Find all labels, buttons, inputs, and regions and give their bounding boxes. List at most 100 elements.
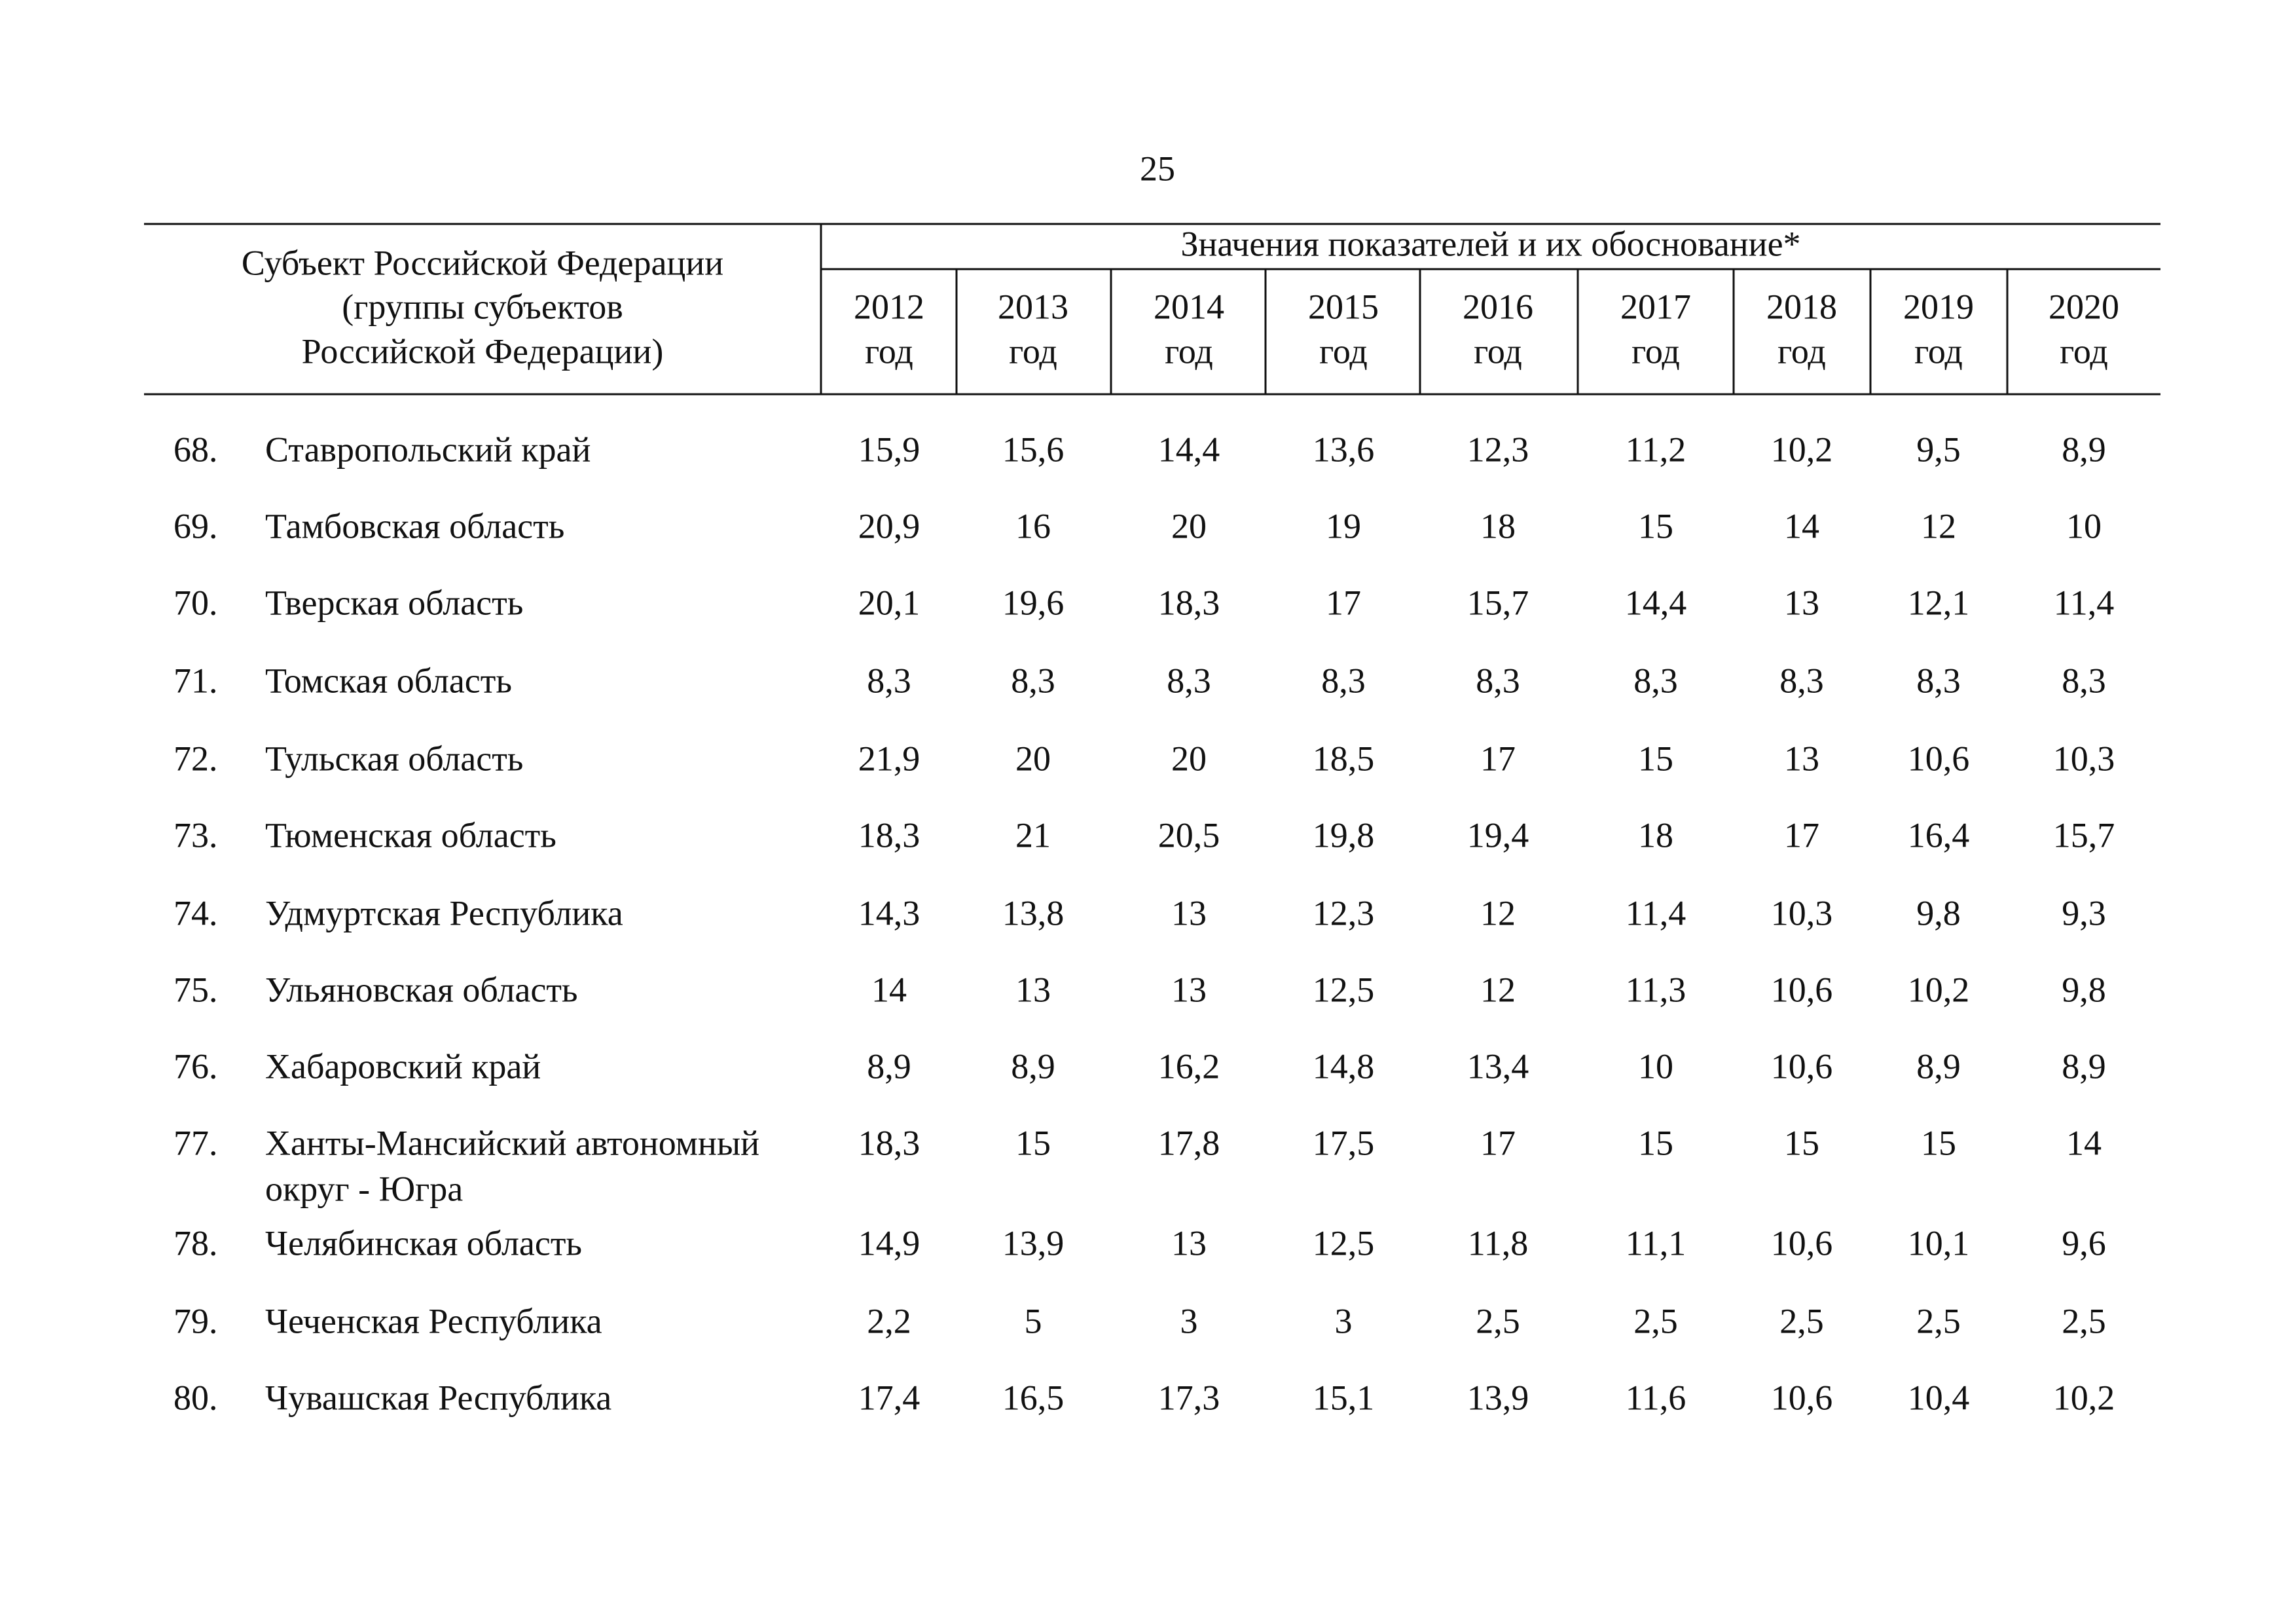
row-name: Чеченская Республика <box>265 1301 602 1340</box>
cell-value: 9,8 <box>2062 970 2106 1009</box>
cell-value: 11,1 <box>1626 1223 1686 1263</box>
cell-value: 15 <box>1638 506 1673 545</box>
cell-value: 17,3 <box>1158 1378 1220 1417</box>
cell-value: 12,3 <box>1313 893 1375 932</box>
cell-value: 2,5 <box>1476 1301 1520 1340</box>
cell-value: 18,5 <box>1313 739 1375 778</box>
row-number: 79. <box>173 1301 218 1340</box>
cell-value: 21,9 <box>858 739 920 778</box>
cell-value: 8,3 <box>1916 661 1961 700</box>
row-number: 80. <box>173 1378 218 1417</box>
year-unit: год <box>2060 331 2108 371</box>
cell-value: 20 <box>1015 739 1051 778</box>
cell-value: 8,3 <box>1167 661 1211 700</box>
year-header: 2017 <box>1620 287 1691 326</box>
row-number: 77. <box>173 1123 218 1162</box>
cell-value: 19 <box>1326 506 1361 545</box>
cell-value: 14 <box>1784 506 1819 545</box>
year-header: 2019 <box>1903 287 1974 326</box>
row-number: 73. <box>173 815 218 855</box>
year-header: 2018 <box>1766 287 1837 326</box>
row-name: Тверская область <box>265 583 523 622</box>
cell-value: 8,3 <box>1779 661 1824 700</box>
cell-value: 12 <box>1480 970 1516 1009</box>
cell-value: 12,1 <box>1908 583 1970 622</box>
cell-value: 19,4 <box>1467 815 1529 855</box>
cell-value: 5 <box>1025 1301 1042 1340</box>
cell-value: 14,9 <box>858 1223 920 1263</box>
cell-value: 14,8 <box>1313 1046 1375 1086</box>
row-name: Тамбовская область <box>265 506 564 545</box>
cell-value: 13 <box>1015 970 1051 1009</box>
row-name: Удмуртская Республика <box>265 893 623 932</box>
row-name: округ - Югра <box>265 1169 463 1208</box>
cell-value: 11,3 <box>1626 970 1686 1009</box>
cell-value: 10,2 <box>2053 1378 2115 1417</box>
cell-value: 9,3 <box>2062 893 2106 932</box>
cell-value: 8,9 <box>1011 1046 1055 1086</box>
cell-value: 13,6 <box>1313 430 1375 469</box>
cell-value: 2,2 <box>867 1301 911 1340</box>
cell-value: 16,2 <box>1158 1046 1220 1086</box>
cell-value: 14,4 <box>1625 583 1687 622</box>
values-header: Значения показателей и их обоснование* <box>1180 224 1800 263</box>
cell-value: 15 <box>1638 739 1673 778</box>
cell-value: 15 <box>1921 1123 1956 1162</box>
year-header: 2013 <box>998 287 1068 326</box>
cell-value: 15 <box>1015 1123 1051 1162</box>
cell-value: 17 <box>1326 583 1361 622</box>
cell-value: 15 <box>1638 1123 1673 1162</box>
cell-value: 10,4 <box>1908 1378 1970 1417</box>
page-number: 25 <box>1140 149 1175 188</box>
cell-value: 13 <box>1171 1223 1207 1263</box>
cell-value: 11,4 <box>2054 583 2115 622</box>
cell-value: 16,4 <box>1908 815 1970 855</box>
row-number: 72. <box>173 739 218 778</box>
cell-value: 8,3 <box>1633 661 1678 700</box>
year-unit: год <box>1319 331 1368 371</box>
cell-value: 13 <box>1171 893 1207 932</box>
cell-value: 17,5 <box>1313 1123 1375 1162</box>
cell-value: 8,3 <box>2062 661 2106 700</box>
row-name: Ульяновская область <box>265 970 578 1009</box>
subject-header: Российской Федерации) <box>302 331 664 371</box>
year-header: 2015 <box>1308 287 1379 326</box>
cell-value: 3 <box>1335 1301 1353 1340</box>
row-name: Тульская область <box>265 739 523 778</box>
row-number: 69. <box>173 506 218 545</box>
cell-value: 15,7 <box>2053 815 2115 855</box>
cell-value: 8,9 <box>1916 1046 1961 1086</box>
row-number: 74. <box>173 893 218 932</box>
cell-value: 12,5 <box>1313 970 1375 1009</box>
cell-value: 17 <box>1480 1123 1516 1162</box>
cell-value: 14,4 <box>1158 430 1220 469</box>
cell-value: 10,6 <box>1771 970 1833 1009</box>
cell-value: 18,3 <box>858 815 920 855</box>
cell-value: 13 <box>1171 970 1207 1009</box>
cell-value: 17,8 <box>1158 1123 1220 1162</box>
row-number: 75. <box>173 970 218 1009</box>
cell-value: 15,9 <box>858 430 920 469</box>
year-unit: год <box>1474 331 1522 371</box>
cell-value: 20,9 <box>858 506 920 545</box>
year-unit: год <box>1631 331 1680 371</box>
cell-value: 16 <box>1015 506 1051 545</box>
year-header: 2016 <box>1463 287 1533 326</box>
cell-value: 13,9 <box>1467 1378 1529 1417</box>
cell-value: 10 <box>2066 506 2102 545</box>
cell-value: 15,1 <box>1313 1378 1375 1417</box>
cell-value: 9,8 <box>1916 893 1961 932</box>
year-header: 2014 <box>1154 287 1224 326</box>
cell-value: 2,5 <box>1779 1301 1824 1340</box>
cell-value: 3 <box>1180 1301 1198 1340</box>
cell-value: 9,6 <box>2062 1223 2106 1263</box>
cell-value: 10,3 <box>1771 893 1833 932</box>
cell-value: 8,9 <box>2062 1046 2106 1086</box>
row-number: 78. <box>173 1223 218 1263</box>
cell-value: 10 <box>1638 1046 1673 1086</box>
row-name: Челябинская область <box>265 1223 582 1263</box>
row-number: 76. <box>173 1046 218 1086</box>
cell-value: 12,5 <box>1313 1223 1375 1263</box>
cell-value: 10,6 <box>1771 1378 1833 1417</box>
